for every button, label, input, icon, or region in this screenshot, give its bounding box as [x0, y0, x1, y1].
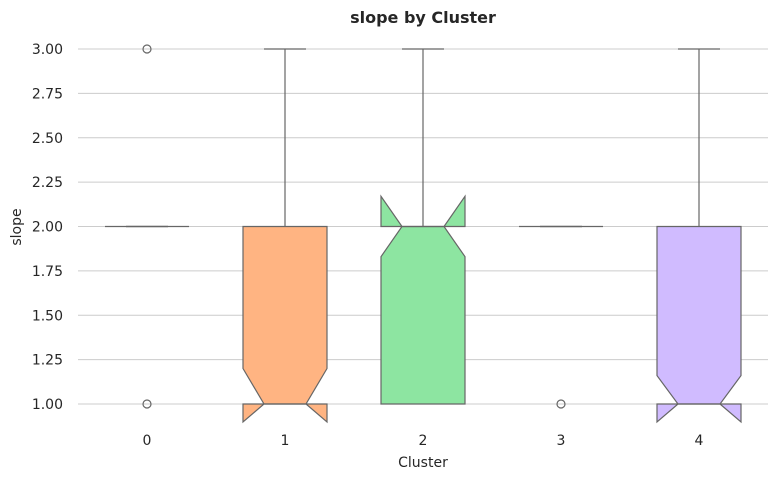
x-tick-label: 3: [557, 433, 566, 449]
x-tick-label: 1: [281, 433, 290, 449]
y-tick-label: 2.50: [32, 131, 63, 147]
box-cluster-4: [656, 48, 742, 424]
chart-title: slope by Cluster: [350, 8, 496, 27]
y-tick-label: 1.50: [32, 308, 63, 324]
y-tick-label: 3.00: [32, 42, 63, 58]
y-tick-label: 1.25: [32, 353, 63, 369]
x-tick-label: 2: [419, 433, 428, 449]
box-cluster-3: [519, 225, 603, 409]
y-tick-label: 1.75: [32, 264, 63, 280]
y-tick-label: 2.00: [32, 220, 63, 236]
y-tick-label: 2.75: [32, 86, 63, 102]
x-tick-label: 4: [695, 433, 704, 449]
y-axis-ticks: 1.00 1.25 1.50 1.75 2.00 2.25 2.50 2.75 3.00: [32, 42, 63, 413]
outlier-point: [142, 44, 152, 54]
x-tick-label: 0: [143, 433, 152, 449]
outlier-point: [142, 399, 152, 409]
box-cluster-1: [242, 48, 328, 424]
box-cluster-2: [380, 48, 466, 405]
x-axis-ticks: 0 1 2 3 4: [143, 433, 704, 449]
box-body: [242, 225, 328, 424]
y-axis-label: slope: [9, 208, 25, 245]
y-tick-label: 1.00: [32, 397, 63, 413]
boxes: [105, 44, 742, 424]
box-body: [380, 194, 466, 405]
box-body: [656, 225, 742, 424]
x-axis-label: Cluster: [398, 455, 448, 471]
outlier-point: [556, 399, 566, 409]
y-tick-label: 2.25: [32, 175, 63, 191]
box-cluster-0: [105, 44, 189, 409]
